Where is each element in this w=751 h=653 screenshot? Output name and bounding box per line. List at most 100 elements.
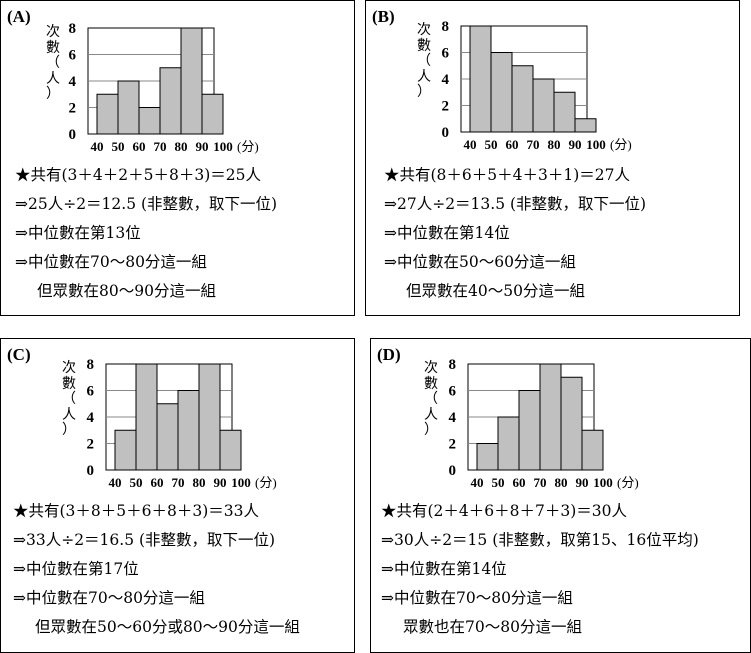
panel-a: (A) 次數（人） 0 2 4 6 8 40 50 60 70 80 90 100 (分) ★共有(3＋… — [0, 0, 355, 316]
x-tick-label: 80 — [175, 139, 188, 154]
median-position-line: ⇒中位數在第14位 — [381, 560, 507, 578]
histogram-bar — [117, 80, 140, 135]
explanation: ★共有(3＋8＋5＋6＋8＋3)＝33人 ⇒33人÷2＝16.5 (非整數，取下… — [13, 497, 300, 642]
x-tick-label: 40 — [109, 475, 122, 490]
x-tick-label: 100 — [586, 137, 606, 152]
y-tick-label: 0 — [449, 463, 457, 479]
histogram: 0 2 4 6 8 40 50 60 70 80 90 100 (分) — [87, 357, 277, 490]
histogram-bar — [490, 52, 513, 133]
total-line: ★共有(3＋8＋5＋6＋8＋3)＝33人 — [13, 502, 259, 520]
x-tick-label: 100 — [593, 475, 613, 490]
x-tick-label: 50 — [130, 475, 143, 490]
x-tick-label: 90 — [576, 475, 589, 490]
histogram: 0 2 4 6 8 40 50 60 70 80 90 100 (分) — [442, 19, 632, 152]
y-axis-label: 次數（人） — [417, 22, 431, 100]
y-tick-label: 4 — [442, 72, 450, 88]
x-tick-label: 50 — [112, 139, 125, 154]
histogram-bar — [574, 118, 597, 133]
half-line: ⇒33人÷2＝16.5 (非整數，取下一位) — [13, 531, 276, 549]
x-tick-label: 80 — [555, 475, 568, 490]
y-tick-label: 0 — [69, 127, 77, 143]
explanation: ★共有(2＋4＋6＋8＋7＋3)＝30人 ⇒30人÷2＝15 (非整數，取第15… — [381, 497, 699, 642]
panel-label: (B) — [372, 7, 395, 26]
y-tick-label: 2 — [442, 99, 450, 115]
histogram: 0 2 4 6 8 40 50 60 70 80 90 100 (分) — [449, 357, 639, 490]
mode-line: 眾數也在70～80分這一組 — [403, 618, 582, 636]
histogram-bar — [159, 67, 182, 135]
x-unit-label: (分) — [610, 137, 632, 152]
histogram-bar — [177, 390, 200, 471]
x-tick-label: 60 — [133, 139, 146, 154]
y-tick-label: 8 — [442, 19, 450, 35]
y-axis-label: 次數（人） — [62, 360, 76, 438]
histogram-bar — [180, 27, 203, 135]
y-tick-label: 2 — [449, 437, 457, 453]
x-tick-label: 90 — [569, 137, 582, 152]
x-tick-label: 70 — [172, 475, 185, 490]
histogram-bar — [497, 416, 520, 471]
histogram-bar — [198, 363, 221, 471]
panel-c: (C) 次數（人） 0 2 4 6 8 40 50 60 70 80 90 100 (分) ★共有(3＋… — [0, 338, 355, 653]
y-tick-label: 4 — [69, 74, 77, 90]
histogram-bar — [476, 443, 499, 471]
x-tick-label: 80 — [193, 475, 206, 490]
x-tick-label: 40 — [464, 137, 477, 152]
mode-line: 但眾數在80～90分這一組 — [37, 282, 216, 300]
histogram-bar — [511, 65, 534, 133]
x-tick-label: 100 — [231, 475, 251, 490]
histogram-bar — [560, 376, 583, 471]
median-group-line: ⇒中位數在70～80分這一組 — [381, 589, 573, 607]
panel-d: (D) 次數（人） 0 2 4 6 8 40 50 60 70 80 90 100 (分) ★共有(2＋… — [370, 338, 751, 653]
half-line: ⇒27人÷2＝13.5 (非整數，取下一位) — [384, 195, 647, 213]
half-line: ⇒30人÷2＝15 (非整數，取第15、16位平均) — [381, 531, 699, 549]
x-tick-label: 90 — [214, 475, 227, 490]
median-position-line: ⇒中位數在第13位 — [15, 224, 141, 242]
y-tick-label: 6 — [69, 48, 77, 64]
histogram-bar — [156, 403, 179, 471]
histogram-bar — [219, 429, 242, 471]
histogram-bar — [581, 429, 604, 471]
total-line: ★共有(8＋6＋5＋4＋3＋1)＝27人 — [384, 166, 630, 184]
y-tick-label: 4 — [87, 410, 95, 426]
median-group-line: ⇒中位數在50～60分這一組 — [384, 253, 576, 271]
histogram-bar — [518, 390, 541, 471]
median-position-line: ⇒中位數在第17位 — [13, 560, 139, 578]
histogram: 0 2 4 6 8 40 50 60 70 80 90 100 (分) — [69, 21, 259, 154]
y-tick-label: 6 — [449, 384, 457, 400]
x-tick-label: 70 — [154, 139, 167, 154]
x-unit-label: (分) — [255, 475, 277, 490]
y-tick-label: 6 — [442, 46, 450, 62]
x-tick-label: 100 — [213, 139, 233, 154]
y-tick-label: 8 — [69, 21, 77, 37]
total-line: ★共有(3＋4＋2＋5＋8＋3)＝25人 — [15, 166, 261, 184]
x-tick-label: 60 — [513, 475, 526, 490]
histogram-bar — [201, 93, 224, 135]
y-tick-label: 8 — [449, 357, 457, 373]
histogram-bar — [96, 93, 119, 135]
y-tick-label: 6 — [87, 384, 95, 400]
y-tick-label: 8 — [87, 357, 95, 373]
median-group-line: ⇒中位數在70～80分這一組 — [15, 253, 207, 271]
total-line: ★共有(2＋4＋6＋8＋7＋3)＝30人 — [381, 502, 627, 520]
median-group-line: ⇒中位數在70～80分這一組 — [13, 589, 205, 607]
mode-line: 但眾數在50～60分或80～90分這一組 — [35, 618, 300, 636]
x-tick-label: 40 — [471, 475, 484, 490]
x-tick-label: 60 — [151, 475, 164, 490]
y-tick-label: 0 — [442, 125, 450, 141]
y-tick-label: 4 — [449, 410, 457, 426]
y-tick-label: 2 — [69, 101, 77, 117]
histogram-bar — [114, 429, 137, 471]
histogram-bar — [469, 25, 492, 133]
histogram-bar — [532, 78, 555, 133]
x-tick-label: 70 — [527, 137, 540, 152]
x-unit-label: (分) — [237, 139, 259, 154]
x-unit-label: (分) — [617, 475, 639, 490]
median-position-line: ⇒中位數在第14位 — [384, 224, 510, 242]
panel-label: (D) — [377, 345, 401, 364]
x-tick-label: 80 — [548, 137, 561, 152]
x-tick-label: 40 — [91, 139, 104, 154]
panel-label: (A) — [7, 7, 31, 26]
mode-line: 但眾數在40～50分這一組 — [406, 282, 585, 300]
x-tick-label: 50 — [485, 137, 498, 152]
x-tick-label: 50 — [492, 475, 505, 490]
